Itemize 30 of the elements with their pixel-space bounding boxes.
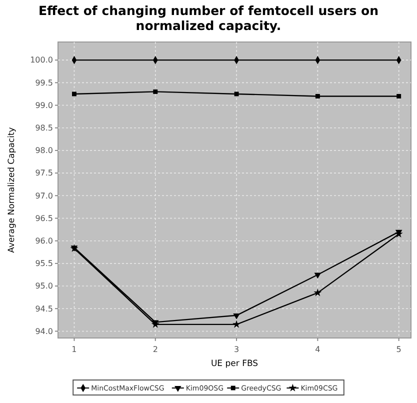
y-tick-label: 94.0 <box>35 326 53 336</box>
chart-title: Effect of changing number of femtocell users on normalized capacity. <box>38 3 379 33</box>
x-tick-label: 3 <box>234 345 240 354</box>
point <box>232 320 241 328</box>
y-tick-label: 95.5 <box>35 259 53 268</box>
x-tick-label: 4 <box>315 345 320 354</box>
y-tick-label: 96.0 <box>35 236 53 246</box>
y-tick-label: 95.0 <box>35 282 53 291</box>
point <box>72 92 76 96</box>
x-axis-title: UE per FBS <box>210 359 258 369</box>
y-tick-label: 96.5 <box>35 214 53 223</box>
point <box>396 94 402 98</box>
point <box>153 89 158 94</box>
y-tick-label: 97.5 <box>35 168 53 178</box>
x-tick-label: 2 <box>152 345 158 354</box>
y-tick-label: 94.5 <box>35 304 53 314</box>
y-tick-label: 98.5 <box>35 124 53 133</box>
y-tick-label: 100.0 <box>30 56 53 65</box>
y-tick-label: 99.5 <box>35 78 53 88</box>
y-tick-label: 98.0 <box>35 146 53 156</box>
point <box>314 272 322 279</box>
point <box>234 92 239 96</box>
y-tick-label: 97.0 <box>35 191 53 200</box>
point <box>233 313 240 320</box>
x-tick-label: 5 <box>396 345 402 354</box>
point <box>315 94 320 98</box>
y-tick-label: 99.0 <box>35 100 53 110</box>
x-tick-label: 1 <box>72 345 77 354</box>
y-axis-title: Average Normalized Capacity <box>7 127 17 253</box>
point <box>314 288 322 296</box>
